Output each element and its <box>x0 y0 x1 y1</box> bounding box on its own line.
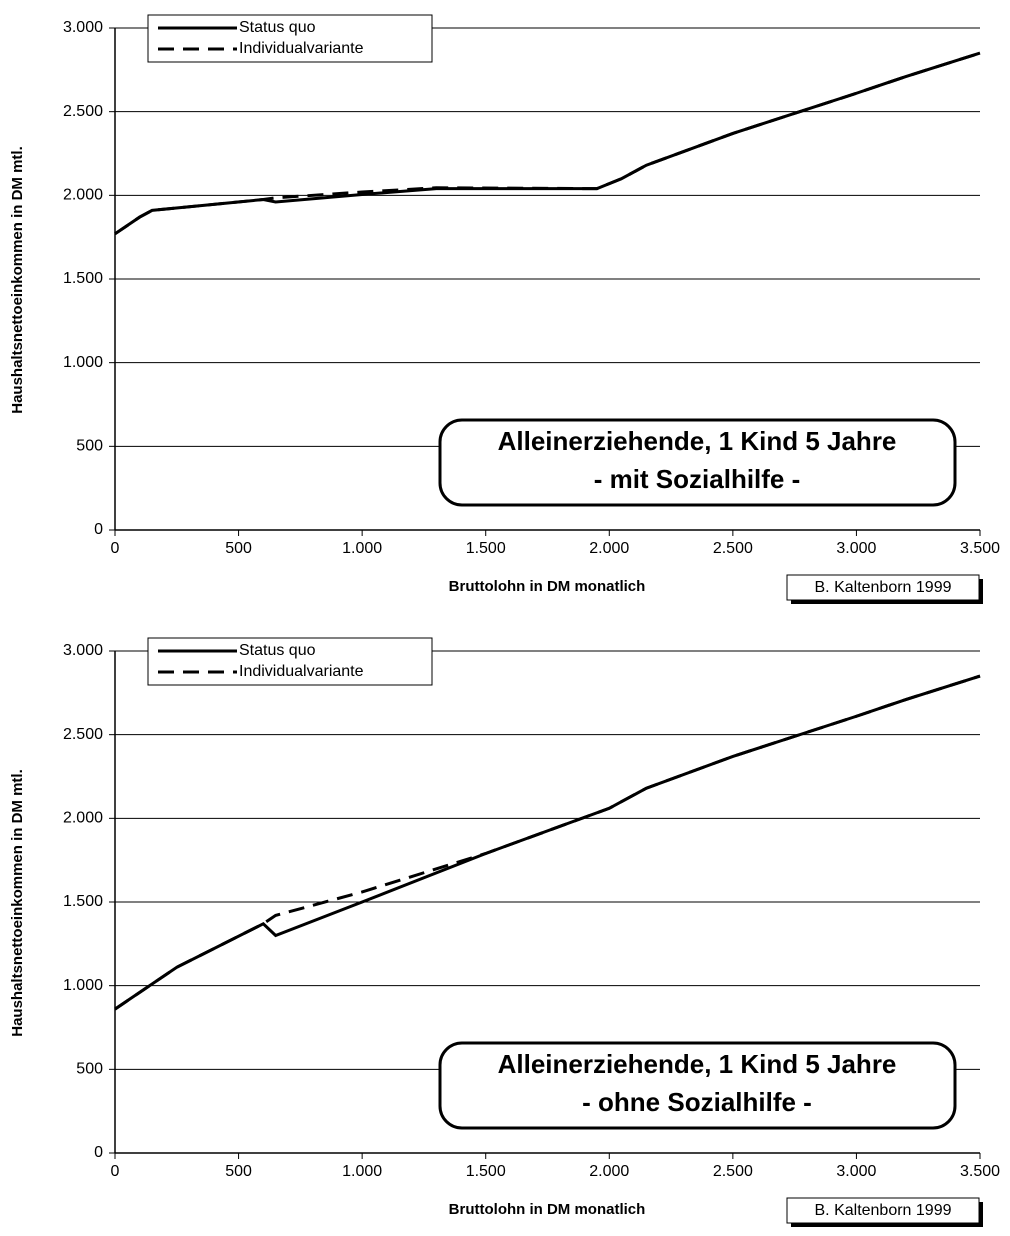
legend-label: Status quo <box>239 642 316 659</box>
annotation: Alleinerziehende, 1 Kind 5 Jahre <box>498 426 897 456</box>
x-tick-label: 1.500 <box>466 1163 506 1180</box>
series-line <box>114 674 981 1011</box>
y-tick-label: 0 <box>94 521 103 538</box>
y-axis-label: Haushaltsnettoeinkommen in DM mtl. <box>9 769 26 1037</box>
credit: B. Kaltenborn 1999 <box>815 1202 952 1219</box>
annotation-box <box>438 1041 957 1130</box>
x-axis-label: Bruttolohn in DM monatlich <box>449 1201 646 1218</box>
y-axis-label: Haushaltsnettoeinkommen in DM mtl. <box>9 146 26 414</box>
x-tick-label: 1.500 <box>466 540 506 557</box>
series-line <box>114 674 981 1011</box>
y-tick-label: 500 <box>76 438 103 455</box>
x-tick-label: 3.500 <box>960 1163 1000 1180</box>
legend-box <box>147 637 433 686</box>
credit-box <box>786 574 980 601</box>
series-line <box>114 51 981 236</box>
y-tick-label: 1.500 <box>63 270 103 287</box>
annotation: Alleinerziehende, 1 Kind 5 Jahre <box>498 1049 897 1079</box>
x-tick-label: 0 <box>111 1163 120 1180</box>
y-tick-label: 3.000 <box>63 642 103 659</box>
x-tick-label: 2.000 <box>589 540 629 557</box>
x-tick-label: 1.000 <box>342 540 382 557</box>
legend-label: Individualvariante <box>239 663 364 680</box>
legend-box <box>147 14 433 63</box>
x-axis-label: Bruttolohn in DM monatlich <box>449 578 646 595</box>
y-tick-label: 1.000 <box>63 977 103 994</box>
x-tick-label: 3.000 <box>836 1163 876 1180</box>
credit-box <box>786 1197 980 1224</box>
y-tick-label: 500 <box>76 1061 103 1078</box>
annotation-box <box>438 418 957 507</box>
annotation: - mit Sozialhilfe - <box>594 464 801 494</box>
x-tick-label: 3.500 <box>960 540 1000 557</box>
series-line <box>114 51 981 236</box>
y-tick-label: 2.500 <box>63 726 103 743</box>
y-tick-label: 3.000 <box>63 19 103 36</box>
x-tick-label: 500 <box>225 540 252 557</box>
legend-label: Individualvariante <box>239 40 364 57</box>
x-tick-label: 3.000 <box>836 540 876 557</box>
x-tick-label: 500 <box>225 1163 252 1180</box>
y-tick-label: 0 <box>94 1144 103 1161</box>
x-tick-label: 2.000 <box>589 1163 629 1180</box>
annotation: - ohne Sozialhilfe - <box>582 1087 812 1117</box>
x-tick-label: 0 <box>111 540 120 557</box>
x-tick-label: 2.500 <box>713 1163 753 1180</box>
x-tick-label: 1.000 <box>342 1163 382 1180</box>
y-tick-label: 1.000 <box>63 354 103 371</box>
chart: 0 500 1.000 1.500 2.000 2.500 3.000 0 500 1.000 1.… <box>9 14 1000 604</box>
credit: B. Kaltenborn 1999 <box>815 579 952 596</box>
y-tick-label: 1.500 <box>63 893 103 910</box>
x-tick-label: 2.500 <box>713 540 753 557</box>
y-tick-label: 2.000 <box>63 187 103 204</box>
y-tick-label: 2.500 <box>63 103 103 120</box>
legend-label: Status quo <box>239 19 316 36</box>
chart: 0 500 1.000 1.500 2.000 2.500 3.000 0 500 1.000 1.… <box>9 637 1000 1227</box>
y-tick-label: 2.000 <box>63 810 103 827</box>
